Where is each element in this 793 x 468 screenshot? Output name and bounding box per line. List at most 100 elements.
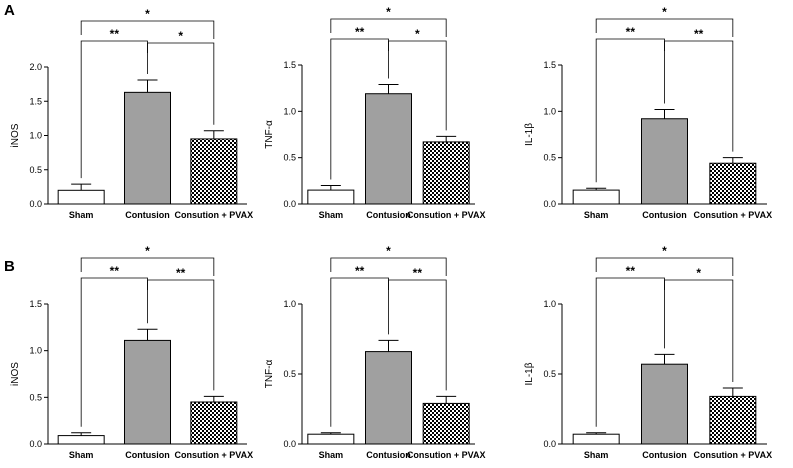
y-tick-label: 1.0: [29, 131, 42, 141]
bar-1: [307, 433, 355, 445]
y-axis-label: iNOS: [10, 123, 21, 147]
significance-label: *: [386, 244, 391, 258]
category-label: Sham: [69, 210, 94, 220]
y-tick-label: 0.0: [543, 199, 556, 209]
chart-2: 0.0 0.5 1.0 1.5 TNF-α Sham ContusionConsution …: [264, 5, 485, 220]
significance-bracket: [80, 257, 215, 276]
significance-bracket: [330, 257, 447, 276]
bar-1: [572, 189, 620, 205]
significance-bracket: [330, 38, 389, 180]
category-label: Contusion: [366, 450, 411, 460]
y-tick-label: 0.0: [29, 439, 42, 449]
bar-2: [641, 118, 688, 205]
significance-bracket: [595, 277, 665, 427]
significance-label: *: [696, 266, 701, 280]
significance-bracket: [147, 279, 215, 391]
y-tick-label: 0.5: [283, 369, 296, 379]
significance-bracket: [80, 20, 215, 39]
y-axis-label: iNOS: [10, 362, 21, 386]
significance-label: *: [662, 244, 667, 258]
y-axis-label: TNF-α: [264, 120, 275, 149]
significance-bracket: [80, 40, 148, 179]
y-tick-label: 1.0: [29, 346, 42, 356]
significance-bracket: [595, 257, 734, 276]
significance-bracket: [664, 40, 734, 152]
category-label: Consution + PVAX: [694, 210, 773, 220]
y-tick-label: 1.0: [283, 106, 296, 116]
y-tick-label: 1.0: [543, 299, 556, 309]
significance-label: *: [145, 7, 150, 21]
significance-label: **: [626, 25, 636, 39]
y-tick-label: 1.5: [543, 60, 556, 70]
chart-3: 0.0 0.5 1.0 1.5 IL-1β Sham Contusion Consution …: [524, 5, 772, 220]
panel-letter-b: B: [4, 258, 15, 275]
chart-6: 0.0 0.5 1.0 IL-1β Sham Contusion Consution + P…: [524, 244, 772, 460]
significance-label: **: [413, 266, 423, 280]
bar-3: [422, 402, 470, 445]
chart-4: 0.0 0.5 1.0 1.5 iNOS Sham Contusion Consution +…: [10, 244, 253, 460]
bar-2: [365, 351, 412, 445]
significance-bracket: [664, 279, 734, 382]
bar-3: [190, 138, 238, 205]
significance-bracket: [595, 38, 665, 183]
significance-bracket: [330, 277, 389, 427]
bar-2: [124, 91, 171, 205]
bar-1: [572, 433, 620, 445]
category-label: Consution + PVAX: [407, 210, 486, 220]
panel-letter-a: A: [4, 2, 15, 19]
bar-3: [709, 162, 757, 205]
significance-label: **: [176, 266, 186, 280]
bar-3: [709, 395, 757, 445]
significance-label: *: [145, 244, 150, 258]
y-tick-label: 0.5: [29, 165, 42, 175]
significance-label: **: [110, 27, 120, 41]
y-tick-label: 1.5: [29, 96, 42, 106]
significance-label: **: [626, 264, 636, 278]
significance-label: **: [355, 25, 365, 39]
category-label: Contusion: [125, 450, 170, 460]
y-axis-label: IL-1β: [524, 362, 535, 385]
significance-label: *: [386, 5, 391, 19]
y-axis-label: IL-1β: [524, 123, 535, 146]
category-label: Consution + PVAX: [407, 450, 486, 460]
bar-1: [307, 189, 355, 205]
significance-label: **: [694, 27, 704, 41]
bar-2: [124, 339, 171, 445]
category-label: Contusion: [125, 210, 170, 220]
significance-bracket: [330, 18, 447, 37]
category-label: Sham: [319, 210, 344, 220]
y-tick-label: 2.0: [29, 62, 42, 72]
y-tick-label: 1.5: [29, 299, 42, 309]
significance-label: *: [415, 27, 420, 41]
significance-label: **: [110, 264, 120, 278]
category-label: Sham: [69, 450, 94, 460]
bar-1: [57, 435, 105, 445]
y-tick-label: 0.0: [283, 199, 296, 209]
category-label: Contusion: [642, 210, 687, 220]
bar-3: [190, 401, 238, 445]
category-label: Sham: [584, 210, 609, 220]
significance-bracket: [80, 277, 148, 427]
significance-label: *: [662, 5, 667, 19]
significance-bracket: [147, 42, 215, 125]
category-label: Consution + PVAX: [175, 210, 254, 220]
significance-label: *: [178, 29, 183, 43]
y-tick-label: 1.5: [283, 60, 296, 70]
category-label: Consution + PVAX: [694, 450, 773, 460]
bar-2: [641, 363, 688, 445]
y-tick-label: 0.0: [29, 199, 42, 209]
y-tick-label: 0.5: [29, 392, 42, 402]
y-axis-label: TNF-α: [264, 360, 275, 389]
significance-bracket: [595, 18, 734, 37]
chart-1: 0.0 0.5 1.0 1.5 2.0 iNOS Sham Contusion Consutio…: [10, 7, 253, 220]
bar-1: [57, 189, 105, 205]
bar-3: [422, 141, 470, 205]
category-label: Sham: [584, 450, 609, 460]
y-tick-label: 0.5: [543, 153, 556, 163]
category-label: Contusion: [366, 210, 411, 220]
category-label: Consution + PVAX: [175, 450, 254, 460]
y-tick-label: 1.0: [283, 299, 296, 309]
significance-bracket: [388, 279, 447, 391]
